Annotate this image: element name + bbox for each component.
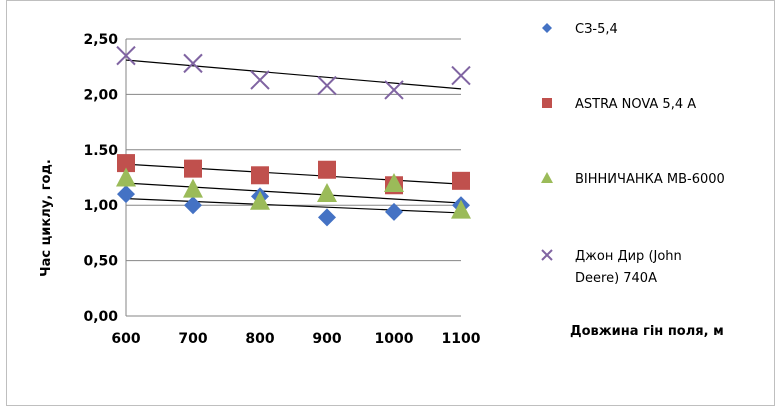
data-point bbox=[116, 45, 136, 66]
data-point bbox=[452, 171, 470, 190]
trendline bbox=[125, 197, 462, 214]
data-point bbox=[116, 167, 136, 187]
data-point bbox=[183, 53, 203, 74]
data-points bbox=[116, 45, 471, 227]
trendline bbox=[125, 182, 462, 204]
trendline bbox=[125, 59, 462, 90]
y-tick-label: 1,00 bbox=[83, 198, 118, 214]
legend-marker bbox=[542, 98, 552, 108]
x-tick-label: 800 bbox=[245, 331, 274, 347]
legend-marker bbox=[541, 249, 553, 261]
data-point bbox=[385, 202, 403, 221]
data-point bbox=[384, 80, 404, 100]
y-tick-label: 2,00 bbox=[83, 87, 118, 103]
data-point bbox=[250, 70, 270, 90]
data-point bbox=[117, 154, 135, 173]
y-axis-title: Час циклу, год. bbox=[39, 159, 54, 277]
tick-labels: 0,00 0,50 1,00 1.50 2,00 2,50 600 700 800 900 1000… bbox=[83, 32, 480, 347]
data-point bbox=[318, 208, 336, 227]
data-point bbox=[183, 178, 203, 198]
legend-label: ASTRA NOVA 5,4 A bbox=[575, 97, 696, 112]
legend-label: СЗ-5,4 bbox=[575, 22, 618, 37]
trendlines bbox=[125, 59, 462, 214]
x-tick-label: 700 bbox=[178, 331, 207, 347]
data-point bbox=[317, 183, 337, 203]
y-tick-label: 2,50 bbox=[83, 32, 118, 48]
legend-label: Deere) 740A bbox=[575, 271, 657, 286]
legend-marker bbox=[541, 172, 553, 183]
data-point bbox=[184, 196, 202, 215]
x-axis-title: Довжина гін поля, м bbox=[570, 324, 724, 339]
x-tick-label: 1000 bbox=[375, 331, 414, 347]
data-point bbox=[117, 185, 135, 204]
data-point bbox=[317, 75, 337, 96]
chart-frame bbox=[6, 0, 775, 406]
y-tick-label: 0,50 bbox=[83, 254, 118, 270]
x-tick-label: 900 bbox=[312, 331, 341, 347]
axes bbox=[125, 39, 461, 317]
legend-marker bbox=[542, 23, 552, 33]
data-point bbox=[384, 173, 404, 193]
x-tick-label: 600 bbox=[111, 331, 140, 347]
legend-label: Джон Дир (John bbox=[575, 249, 682, 264]
x-tick-label: 1100 bbox=[442, 331, 481, 347]
trendline bbox=[125, 163, 462, 185]
data-point bbox=[451, 199, 471, 219]
legend-label: ВІННИЧАНКА МВ-6000 bbox=[575, 172, 725, 187]
legend: СЗ-5,4 ASTRA NOVA 5,4 A ВІННИЧАНКА МВ-6000… bbox=[541, 22, 725, 286]
data-point bbox=[251, 166, 269, 185]
data-point bbox=[318, 160, 336, 179]
data-point bbox=[184, 159, 202, 178]
y-tick-label: 0,00 bbox=[83, 309, 118, 325]
data-point bbox=[451, 65, 471, 86]
grid-lines bbox=[126, 38, 461, 262]
data-point bbox=[250, 190, 270, 210]
y-tick-label: 1.50 bbox=[83, 143, 118, 159]
